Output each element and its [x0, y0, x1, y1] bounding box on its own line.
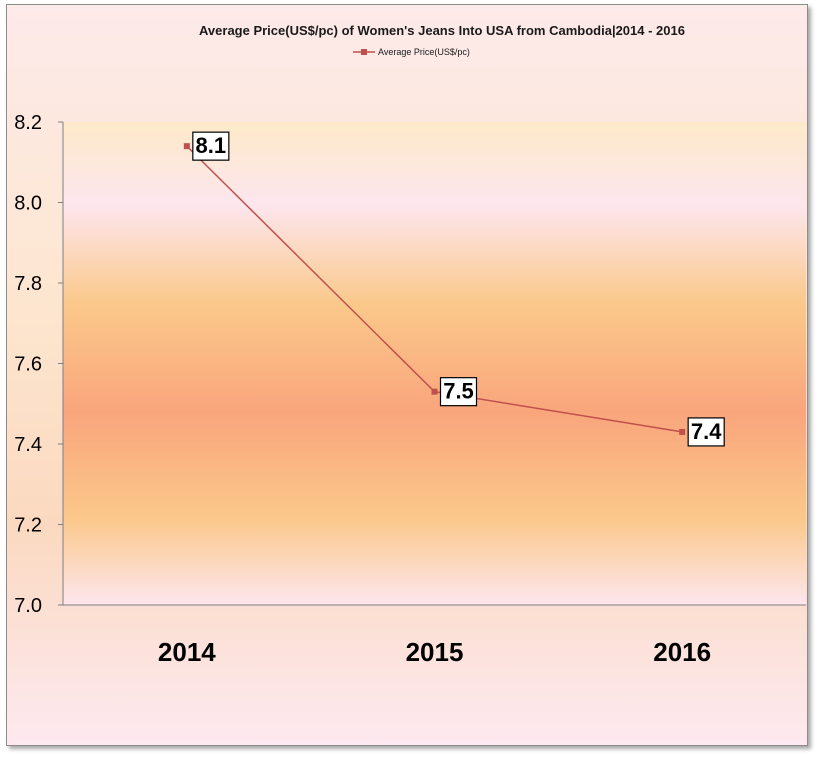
data-label-box [687, 417, 725, 447]
y-tick-label: 7.8 [14, 273, 42, 295]
data-point [679, 428, 686, 435]
y-tick-label: 8.0 [14, 193, 42, 215]
chart-title: Average Price(US$/pc) of Women's Jeans I… [199, 23, 685, 38]
legend-label: Average Price(US$/pc) [378, 47, 470, 57]
y-tick-label: 8.2 [14, 112, 42, 134]
y-tick-label: 7.4 [14, 434, 42, 456]
data-label: 7.5 [443, 379, 474, 404]
x-tick-label: 2016 [653, 637, 711, 667]
data-label: 8.1 [196, 133, 227, 158]
y-tick-label: 7.2 [14, 515, 42, 537]
data-label-box [439, 377, 478, 407]
y-tick-label: 7.0 [14, 595, 42, 617]
legend: Average Price(US$/pc) [353, 47, 470, 57]
x-tick-label: 2015 [406, 637, 464, 667]
data-label-box [192, 131, 230, 161]
plot-area [63, 122, 806, 605]
data-point [183, 143, 190, 150]
x-tick-label: 2014 [158, 637, 216, 667]
legend-swatch [353, 49, 375, 55]
y-tick-label: 7.6 [14, 354, 42, 376]
data-label: 7.4 [691, 419, 722, 444]
data-point [431, 388, 438, 395]
